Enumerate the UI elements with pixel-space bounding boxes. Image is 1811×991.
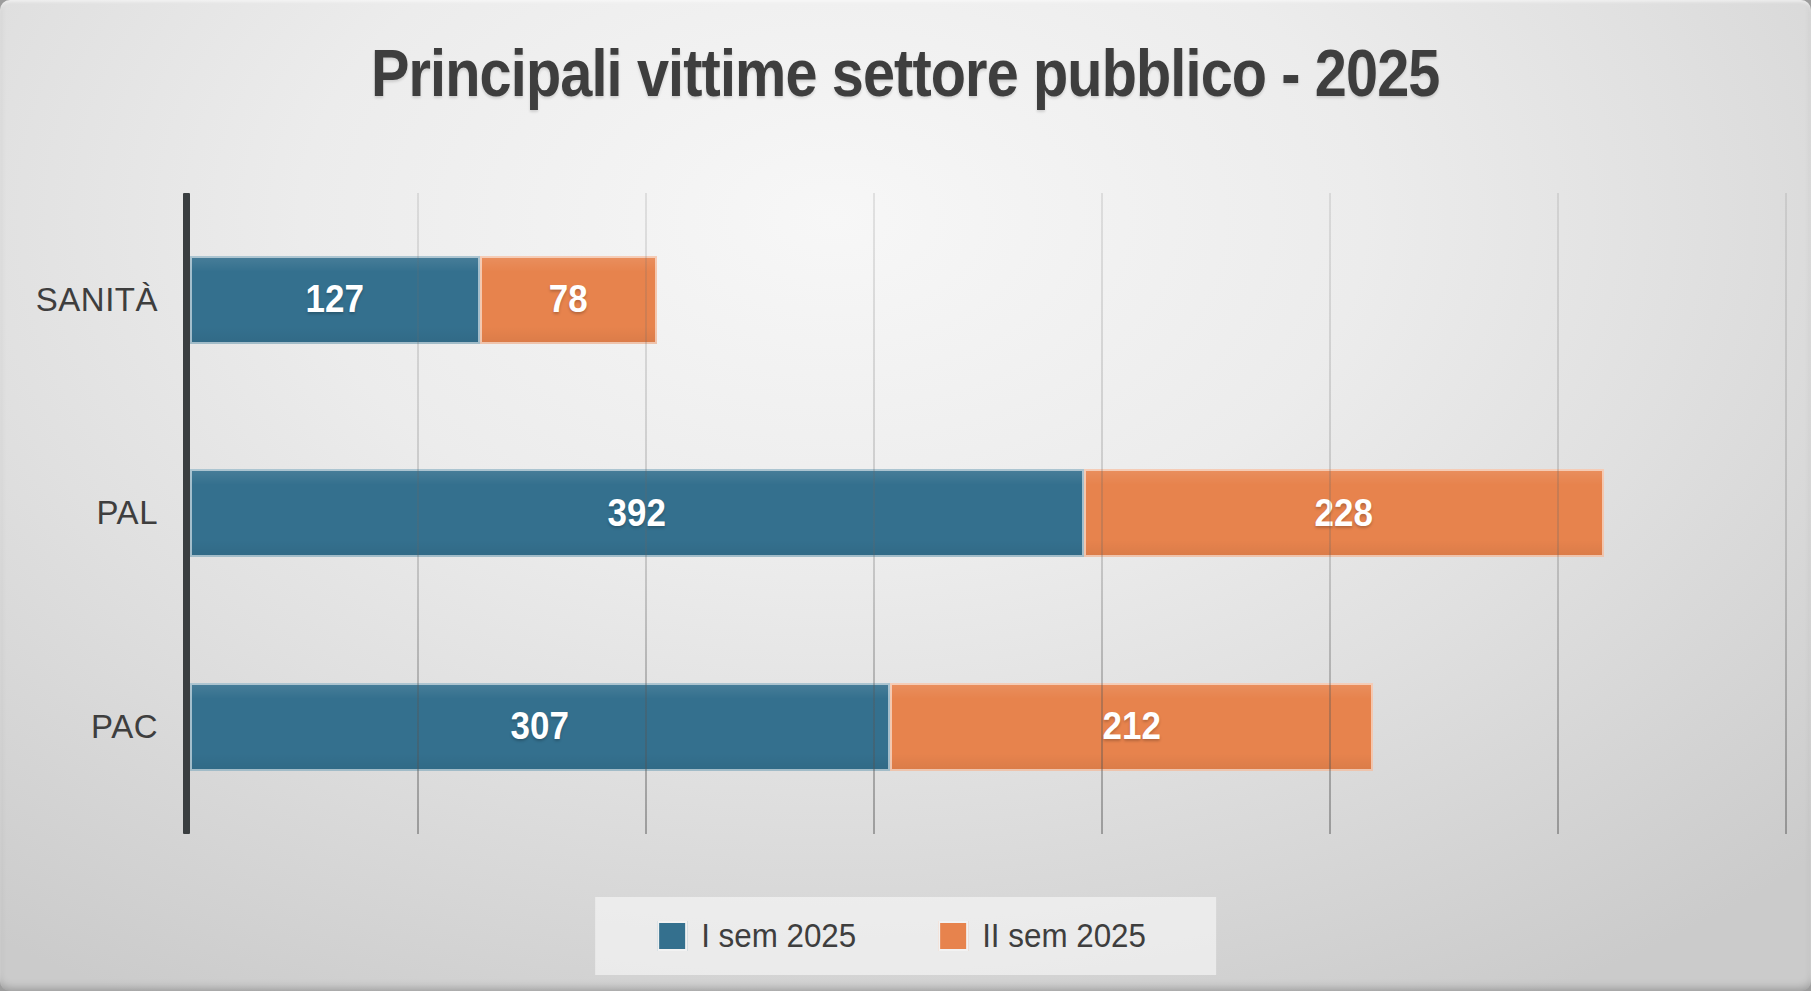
bar-segment-sem1: 392 (190, 469, 1084, 557)
bar-row-pal: 392 228 (190, 407, 1786, 621)
bar-segment-sem1: 127 (190, 256, 480, 344)
bar-segment-sem2: 212 (890, 683, 1373, 771)
bars-container: 127 78 392 228 (190, 193, 1786, 834)
legend-label-sem2: II sem 2025 (982, 917, 1146, 955)
slide-background: Principali vittime settore pubblico - 20… (0, 0, 1811, 991)
bar-row-pac: 307 212 (190, 620, 1786, 834)
value-label: 392 (608, 492, 666, 535)
value-label: 127 (306, 278, 364, 321)
legend: I sem 2025 II sem 2025 (595, 897, 1217, 975)
stacked-bar: 307 212 (190, 683, 1786, 771)
legend-swatch-sem1 (657, 921, 687, 951)
value-label: 307 (511, 705, 569, 748)
chart-title: Principali vittime settore pubblico - 20… (371, 34, 1440, 111)
value-label: 212 (1102, 705, 1160, 748)
plot-area: 127 78 392 228 (190, 193, 1786, 834)
stacked-bar: 392 228 (190, 469, 1786, 557)
bar-segment-sem2: 228 (1084, 469, 1604, 557)
bar-segment-sem2: 78 (480, 256, 658, 344)
bar-row-sanita: 127 78 (190, 193, 1786, 407)
title-container: Principali vittime settore pubblico - 20… (0, 34, 1811, 111)
category-axis: SANITÀ PAL PAC (0, 193, 158, 834)
value-label: 228 (1314, 492, 1372, 535)
y-axis-line (183, 193, 190, 834)
legend-item-sem1: I sem 2025 (657, 917, 864, 955)
category-label-pal: PAL (0, 407, 158, 621)
legend-swatch-sem2 (938, 921, 968, 951)
legend-label-sem1: I sem 2025 (701, 917, 856, 955)
category-label-sanita: SANITÀ (0, 193, 158, 407)
bar-segment-sem1: 307 (190, 683, 890, 771)
value-label: 78 (549, 278, 588, 321)
stacked-bar: 127 78 (190, 256, 1786, 344)
legend-item-sem2: II sem 2025 (938, 917, 1154, 955)
category-label-pac: PAC (0, 620, 158, 834)
